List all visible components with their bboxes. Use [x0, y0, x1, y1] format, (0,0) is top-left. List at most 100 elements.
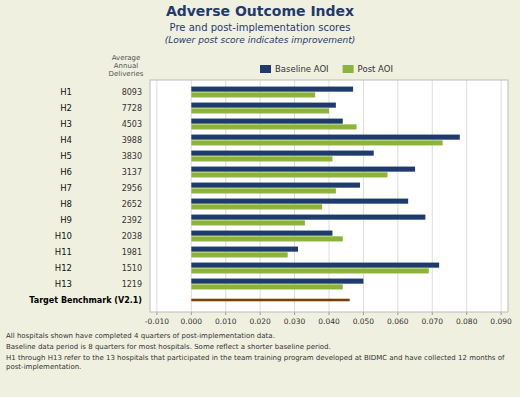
column-header-line: Average [112, 54, 141, 62]
footer: All hospitals shown have completed 4 qua… [6, 332, 275, 340]
bar [191, 215, 425, 220]
grid-line [156, 80, 157, 312]
grid-line [432, 80, 433, 312]
category-label: H2 [60, 103, 72, 113]
x-tick-label: 0.030 [284, 317, 306, 326]
grid-line [294, 80, 295, 312]
legend-swatch [343, 65, 354, 73]
chart: Adverse Outcome Index Pre and post-implem… [0, 0, 520, 397]
x-tick-label: 0.080 [456, 317, 478, 326]
category-label: H5 [60, 151, 72, 161]
footer-line: H1 through H13 refer to the 13 hospitals… [6, 354, 505, 362]
grid-line [363, 80, 364, 312]
bar [191, 252, 287, 257]
category-label: H13 [55, 279, 72, 289]
category-label: H1 [60, 87, 72, 97]
x-tick-label: 0.040 [318, 317, 340, 326]
bar [191, 151, 373, 156]
bar [191, 188, 336, 193]
bars [191, 87, 460, 302]
deliveries-label: 8093 [122, 88, 142, 97]
subtitle-note: (Lower post score indicates improvement) [165, 35, 356, 45]
bar [191, 87, 353, 92]
deliveries-label: 2652 [122, 200, 142, 209]
category-label: H3 [60, 119, 72, 129]
category-label: H12 [55, 263, 72, 273]
category-label: H9 [60, 215, 72, 225]
bar [191, 268, 429, 273]
bar [191, 167, 415, 172]
footer-line: Baseline data period is 8 quarters for m… [6, 343, 331, 351]
x-tick-label: 0.010 [215, 317, 237, 326]
deliveries-label: 3830 [122, 152, 142, 161]
bar [191, 124, 356, 129]
x-tick-label: 0.000 [181, 317, 203, 326]
category-label: H6 [60, 167, 72, 177]
bar [191, 135, 460, 140]
category-label: H11 [55, 247, 72, 257]
category-label: Target Benchmark (V2.1) [29, 296, 142, 305]
x-tick-label: 0.060 [387, 317, 409, 326]
bar [191, 92, 315, 97]
bar [191, 263, 439, 268]
deliveries-label: 4503 [122, 120, 142, 129]
benchmark-bar [191, 299, 349, 302]
bar [191, 204, 322, 209]
legend-label: Baseline AOI [275, 64, 329, 74]
subtitle: Pre and post-implementation scores [170, 22, 351, 33]
bar [191, 172, 387, 177]
legend-label: Post AOI [358, 64, 393, 74]
grid-line [225, 80, 226, 312]
bar [191, 108, 329, 113]
deliveries-label: 1510 [122, 264, 142, 273]
footer: Baseline data period is 8 quarters for m… [6, 343, 331, 351]
column-header: AverageAnnualDeliveries [109, 54, 144, 78]
deliveries-label: 2038 [122, 232, 142, 241]
bar [191, 119, 342, 124]
bar [191, 156, 332, 161]
legend-swatch [260, 65, 271, 73]
grid-line [191, 80, 192, 312]
bar [191, 140, 442, 145]
x-tick-label: 0.070 [422, 317, 444, 326]
bar [191, 247, 298, 252]
x-tick-label: 0.050 [353, 317, 375, 326]
grid-line [260, 80, 261, 312]
grid-line [397, 80, 398, 312]
footer-line: All hospitals shown have completed 4 qua… [6, 332, 275, 340]
bar [191, 284, 342, 289]
grid [157, 80, 501, 312]
bar [191, 279, 363, 284]
x-tick-label: 0.020 [249, 317, 271, 326]
deliveries-label: 1219 [122, 280, 142, 289]
title: Adverse Outcome Index [166, 3, 354, 19]
deliveries-label: 7728 [122, 104, 142, 113]
x-tick-label: 0.090 [490, 317, 512, 326]
category-label: H4 [60, 135, 72, 145]
deliveries-label: 1981 [122, 248, 142, 257]
bar [191, 199, 408, 204]
category-label: H10 [55, 231, 72, 241]
bar [191, 103, 336, 108]
bar [191, 231, 332, 236]
footer: H1 through H13 refer to the 13 hospitals… [6, 354, 505, 371]
legend: Baseline AOI Post AOI [260, 64, 393, 74]
plot-background [150, 80, 508, 312]
footer-line: post-implementation. [6, 363, 81, 371]
column-header-line: Deliveries [109, 70, 144, 78]
grid-line [329, 80, 330, 312]
deliveries-label: 3988 [122, 136, 142, 145]
deliveries-label: 2392 [122, 216, 142, 225]
bar [191, 183, 360, 188]
category-label: H7 [60, 183, 72, 193]
background [0, 0, 520, 397]
bar [191, 236, 342, 241]
grid-line [501, 80, 502, 312]
plot-frame [150, 80, 508, 312]
grid-line [466, 80, 467, 312]
deliveries-label: 3137 [122, 168, 142, 177]
bar [191, 220, 305, 225]
deliveries-label: 2956 [122, 184, 142, 193]
x-tick-label: -0.010 [145, 317, 169, 326]
category-label: H8 [60, 199, 72, 209]
